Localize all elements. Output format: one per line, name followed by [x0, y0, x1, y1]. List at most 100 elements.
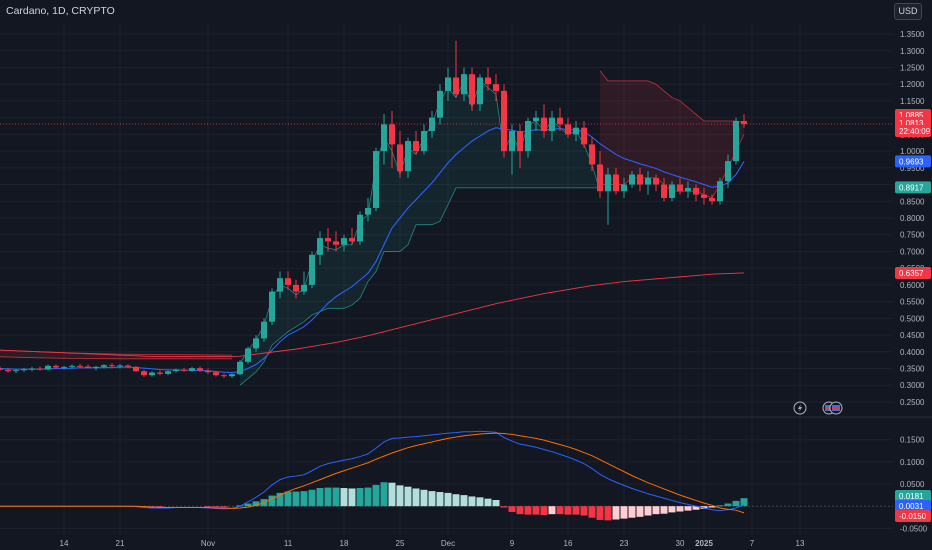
candle-body[interactable] [293, 284, 299, 292]
lightning-icon[interactable] [793, 401, 807, 415]
candle-body[interactable] [557, 117, 563, 125]
candle-body[interactable] [461, 74, 467, 95]
candle-body[interactable] [709, 197, 715, 202]
candle-body[interactable] [725, 161, 731, 182]
candle-body[interactable] [565, 124, 571, 135]
candle-body[interactable] [269, 291, 275, 322]
candle-body[interactable] [117, 365, 123, 367]
chart-icons[interactable] [793, 401, 843, 415]
currency-button[interactable]: USD [894, 3, 922, 20]
candle-body[interactable] [493, 84, 499, 91]
candle-body[interactable] [85, 366, 91, 368]
candle-body[interactable] [101, 365, 107, 367]
candle-body[interactable] [525, 121, 531, 152]
candle-body[interactable] [237, 361, 243, 375]
candle-body[interactable] [205, 370, 211, 373]
candle-body[interactable] [125, 365, 131, 367]
candle-body[interactable] [29, 368, 35, 370]
candle-body[interactable] [197, 368, 203, 371]
candle-body[interactable] [69, 365, 75, 367]
candle-body[interactable] [645, 177, 651, 185]
candle-body[interactable] [277, 278, 283, 292]
candle-body[interactable] [421, 131, 427, 152]
candle-body[interactable] [533, 117, 539, 121]
candle-body[interactable] [685, 187, 691, 192]
candle-body[interactable] [701, 194, 707, 198]
candle-body[interactable] [109, 365, 115, 367]
candle-body[interactable] [509, 131, 515, 152]
candle-body[interactable] [341, 238, 347, 245]
candle-body[interactable] [93, 366, 99, 368]
candle-body[interactable] [173, 369, 179, 372]
candle-body[interactable] [349, 238, 355, 242]
candle-body[interactable] [157, 372, 163, 374]
candle-body[interactable] [37, 368, 43, 370]
candle-body[interactable] [333, 241, 339, 245]
candle-body[interactable] [613, 174, 619, 192]
candle-body[interactable] [397, 144, 403, 172]
candle-body[interactable] [45, 365, 51, 370]
candle-body[interactable] [149, 372, 155, 376]
candle-body[interactable] [621, 184, 627, 192]
candles[interactable] [0, 40, 893, 378]
candle-body[interactable] [637, 174, 643, 185]
candle-body[interactable] [485, 77, 491, 85]
candle-body[interactable] [213, 372, 219, 376]
candle-body[interactable] [477, 77, 483, 105]
candle-body[interactable] [653, 177, 659, 185]
candle-body[interactable] [597, 164, 603, 192]
candle-body[interactable] [517, 131, 523, 152]
candle-body[interactable] [677, 184, 683, 192]
candle-body[interactable] [501, 90, 507, 152]
candle-body[interactable] [245, 348, 251, 362]
candle-body[interactable] [61, 366, 67, 368]
candle-body[interactable] [141, 371, 147, 376]
candle-body[interactable] [741, 121, 747, 125]
macd-pane[interactable] [0, 430, 748, 521]
candle-body[interactable] [77, 365, 83, 367]
candle-body[interactable] [133, 366, 139, 372]
candle-body[interactable] [445, 77, 451, 91]
candle-body[interactable] [0, 368, 3, 370]
candle-body[interactable] [605, 174, 611, 192]
candle-body[interactable] [165, 371, 171, 374]
candle-body[interactable] [629, 174, 635, 185]
candle-body[interactable] [693, 187, 699, 195]
candle-body[interactable] [733, 121, 739, 162]
candle-body[interactable] [405, 141, 411, 172]
candle-body[interactable] [317, 238, 323, 255]
candle-body[interactable] [669, 184, 675, 198]
candle-body[interactable] [325, 238, 331, 242]
candle-body[interactable] [221, 375, 227, 377]
candle-body[interactable] [21, 369, 27, 371]
candle-body[interactable] [573, 127, 579, 135]
candle-body[interactable] [229, 374, 235, 377]
candle-body[interactable] [717, 181, 723, 202]
candle-body[interactable] [189, 368, 195, 371]
candle-body[interactable] [589, 144, 595, 165]
symbol-title[interactable]: Cardano, 1D, CRYPTO [6, 5, 115, 17]
candle-body[interactable] [661, 184, 667, 198]
candle-body[interactable] [301, 284, 307, 292]
candle-body[interactable] [581, 127, 587, 145]
candle-body[interactable] [453, 77, 459, 95]
candle-body[interactable] [261, 321, 267, 339]
candle-body[interactable] [53, 365, 59, 368]
candle-body[interactable] [285, 278, 291, 285]
candle-body[interactable] [469, 74, 475, 105]
candle-body[interactable] [181, 369, 187, 371]
candle-body[interactable] [13, 370, 19, 372]
candle-body[interactable] [373, 151, 379, 208]
candle-body[interactable] [365, 207, 371, 215]
flag-icon[interactable] [829, 401, 843, 415]
candle-body[interactable] [309, 254, 315, 285]
candle-body[interactable] [253, 338, 259, 349]
candle-body[interactable] [357, 214, 363, 242]
candle-body[interactable] [437, 90, 443, 118]
candle-body[interactable] [413, 141, 419, 152]
candle-body[interactable] [389, 124, 395, 145]
candle-body[interactable] [381, 124, 387, 152]
candle-body[interactable] [5, 369, 11, 372]
